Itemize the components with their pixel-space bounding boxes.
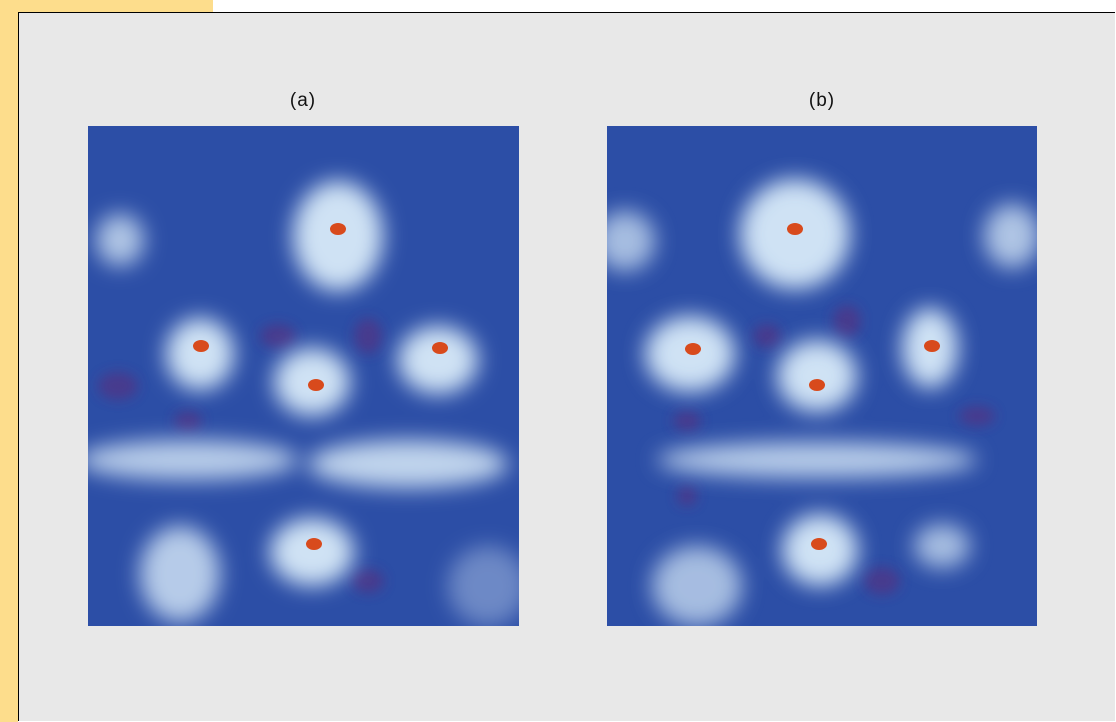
figure-screen: (a) (b) [0,0,1116,722]
panel-image [88,126,519,626]
panel-image [607,126,1037,626]
tab [0,0,213,12]
panel-label: (a) [203,90,403,112]
side-strip [0,0,18,722]
panel-label: (b) [722,90,922,112]
